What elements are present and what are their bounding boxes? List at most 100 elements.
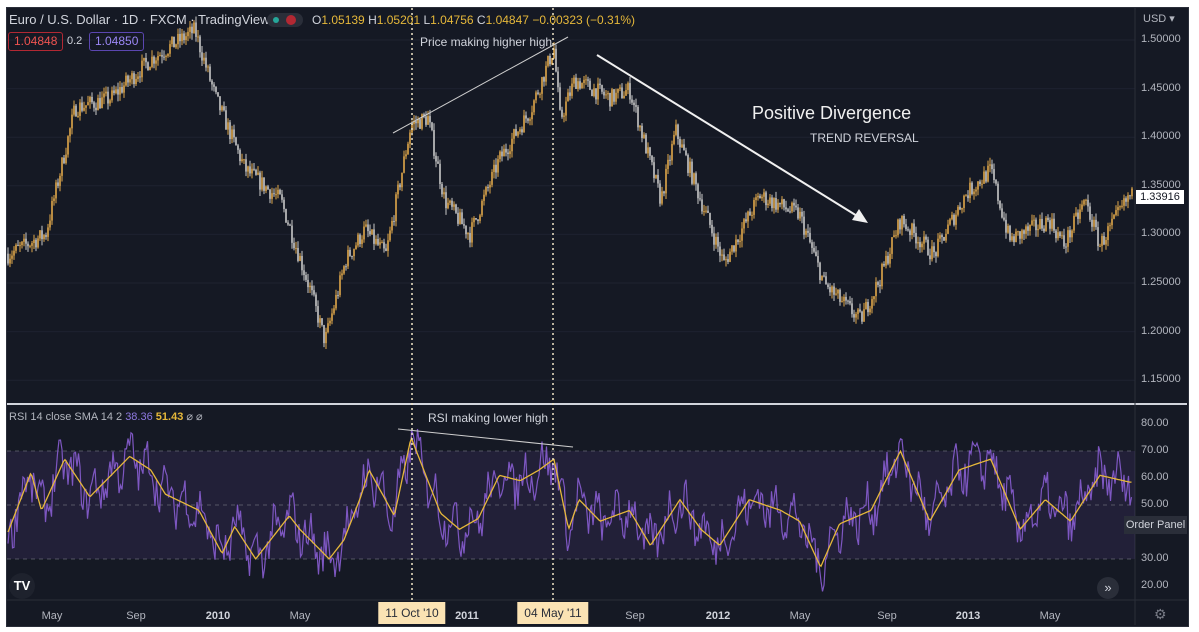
scroll-to-realtime-icon[interactable]: »: [1097, 577, 1119, 599]
price-candle: [323, 325, 325, 344]
price-candle: [779, 202, 781, 205]
last-price-label: 1.33916: [1136, 190, 1184, 204]
price-candle: [263, 177, 265, 191]
price-candle: [717, 236, 719, 247]
price-candle: [345, 266, 347, 268]
price-candle: [41, 230, 43, 240]
price-candle: [129, 79, 131, 83]
price-candle: [479, 215, 481, 221]
price-candle: [687, 154, 689, 173]
price-candle: [593, 88, 595, 97]
price-candle: [773, 198, 775, 209]
rsi-value: 38.36: [125, 411, 153, 423]
price-candle: [905, 224, 907, 230]
price-candle: [45, 235, 47, 237]
price-candle: [585, 79, 587, 81]
price-candle: [863, 309, 865, 322]
price-candle: [1083, 200, 1085, 205]
price-candle: [279, 189, 281, 195]
tradingview-logo-icon[interactable]: TV: [9, 573, 35, 599]
price-candle: [291, 225, 293, 243]
price-candle: [193, 22, 195, 34]
time-tick: May: [789, 610, 811, 622]
price-candle: [113, 90, 115, 94]
price-candle: [379, 242, 381, 245]
price-candle: [829, 287, 831, 293]
price-candle: [615, 92, 617, 102]
price-candle: [1069, 230, 1071, 238]
price-candle: [231, 129, 233, 140]
price-candle: [617, 88, 619, 93]
price-candle: [917, 242, 919, 244]
price-candle: [201, 52, 203, 61]
price-candle: [259, 172, 261, 190]
chart-frame[interactable]: [6, 7, 1189, 627]
price-candle: [307, 279, 309, 288]
price-candle: [1081, 204, 1083, 210]
price-candle: [209, 66, 211, 81]
price-candle: [969, 182, 971, 199]
price-candle: [1087, 199, 1089, 207]
price-candle: [247, 166, 249, 172]
price-candle: [551, 58, 553, 65]
price-candle: [99, 98, 101, 109]
price-candle: [139, 76, 141, 78]
sell-price-button[interactable]: 1.04848: [8, 32, 64, 51]
price-candle: [967, 195, 969, 199]
price-candle: [173, 36, 175, 48]
price-candle: [629, 83, 631, 100]
price-candle: [293, 242, 295, 249]
price-candle: [103, 93, 105, 98]
price-candle: [211, 80, 213, 85]
price-candle: [1035, 219, 1037, 231]
price-tick: 1.30000: [1141, 227, 1181, 240]
price-candle: [75, 105, 77, 117]
price-candle: [493, 164, 495, 172]
price-candle: [121, 87, 123, 93]
rsi-legend[interactable]: RSI 14 close SMA 14 2 38.36 51.43 ⌀ ⌀: [9, 411, 203, 423]
price-candle: [889, 253, 891, 264]
price-candle: [85, 105, 87, 108]
price-candle: [433, 129, 435, 156]
price-candle: [69, 128, 71, 137]
price-candle: [9, 258, 11, 264]
price-candle: [469, 232, 471, 243]
price-candle: [299, 255, 301, 261]
price-candle: [823, 275, 825, 277]
market-status-toggle[interactable]: [267, 13, 303, 27]
price-candle: [849, 301, 851, 304]
price-candle: [859, 309, 861, 312]
settings-gear-icon[interactable]: ⚙: [1154, 606, 1167, 622]
currency-selector[interactable]: USD ▾: [1143, 13, 1175, 25]
price-candle: [641, 125, 643, 139]
price-candle: [161, 55, 163, 57]
price-candle: [251, 168, 253, 174]
price-candle: [163, 56, 165, 58]
price-candle: [101, 97, 103, 109]
price-candle: [203, 57, 205, 61]
price-candle: [611, 89, 613, 107]
price-candle: [591, 89, 593, 97]
price-candle: [613, 89, 615, 102]
price-candle: [369, 231, 371, 235]
buy-price-button[interactable]: 1.04850: [89, 32, 145, 51]
price-candle: [17, 244, 19, 246]
price-candle: [709, 212, 711, 225]
price-candle: [633, 102, 635, 106]
price-candle: [395, 194, 397, 222]
price-candle: [797, 207, 799, 219]
price-candle: [171, 36, 173, 45]
price-candle: [811, 242, 813, 248]
price-candle: [1019, 231, 1021, 239]
price-candle: [497, 159, 499, 173]
price-candle: [289, 224, 291, 226]
price-candle: [775, 198, 777, 210]
price-candle: [425, 116, 427, 125]
price-candle: [761, 196, 763, 199]
crosshair-date-1: 11 Oct '10: [378, 602, 446, 624]
price-candle: [389, 230, 391, 241]
order-panel-button[interactable]: Order Panel: [1124, 516, 1187, 534]
rsi-tick: 70.00: [1141, 444, 1169, 456]
price-candle: [1023, 230, 1025, 234]
